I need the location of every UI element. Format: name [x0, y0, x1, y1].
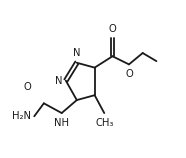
Text: H₂N: H₂N — [12, 111, 31, 121]
Text: N: N — [55, 76, 62, 86]
Text: O: O — [109, 24, 116, 34]
Text: O: O — [24, 82, 31, 92]
Text: O: O — [125, 69, 133, 79]
Text: N: N — [73, 48, 81, 58]
Text: NH: NH — [54, 118, 69, 128]
Text: CH₃: CH₃ — [95, 118, 113, 128]
